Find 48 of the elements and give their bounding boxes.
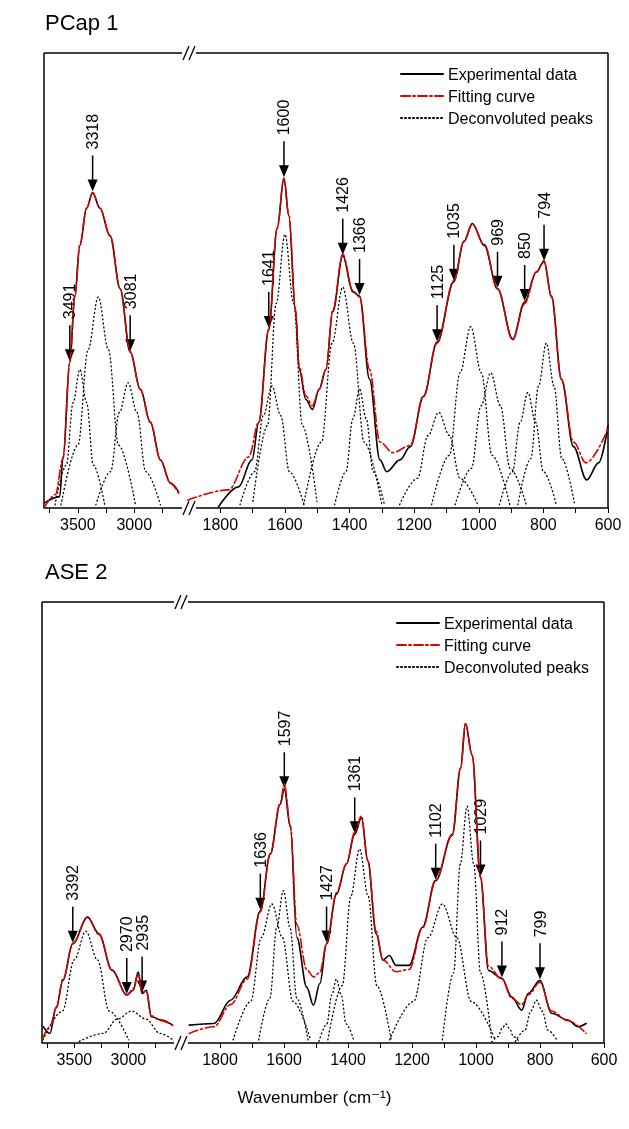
annotation: 799 [531, 910, 549, 938]
x-tick-label: 3500 [60, 515, 96, 533]
x-tick-label: 1800 [202, 515, 239, 533]
x-tick-label: 1000 [460, 515, 497, 533]
annotation: 2935 [133, 914, 151, 951]
x-tick-label: 800 [526, 1050, 554, 1068]
legend-label: Experimental data [448, 65, 578, 83]
legend-label: Fitting curve [444, 636, 532, 654]
chart-title: PCap 1 [45, 9, 119, 35]
annotation: 1426 [334, 177, 352, 213]
annotation: 1361 [346, 755, 364, 792]
legend-label: Fitting curve [448, 87, 536, 105]
annotation: 3392 [64, 864, 82, 901]
annotation: 3081 [121, 273, 139, 310]
x-axis-title: Wavenumber (cm⁻¹) [237, 1088, 392, 1107]
annotation: 1597 [275, 710, 293, 747]
x-tick-label: 1200 [394, 1050, 430, 1068]
legend-label: Deconvoluted peaks [444, 658, 589, 676]
x-tick-label: 1600 [266, 1050, 302, 1068]
x-tick-label: 1600 [267, 515, 303, 533]
annotation: 1636 [251, 832, 269, 868]
annotation: 3318 [84, 113, 102, 150]
annotation: 1366 [351, 217, 369, 253]
annotation: 850 [516, 232, 534, 259]
legend-label: Deconvoluted peaks [448, 109, 593, 127]
annotation: 1102 [427, 803, 445, 838]
annotation: 1600 [275, 99, 293, 136]
x-tick-label: 1200 [396, 515, 433, 533]
annotation: 969 [489, 218, 507, 246]
annotation: 1427 [318, 864, 336, 901]
x-tick-label: 1400 [331, 515, 368, 533]
x-tick-label: 3500 [56, 1050, 93, 1068]
x-tick-label: 1800 [202, 1050, 238, 1068]
x-tick-label: 800 [530, 515, 557, 533]
annotation: 2970 [118, 916, 136, 953]
legend-label: Experimental data [444, 614, 574, 632]
annotation: 794 [535, 191, 553, 219]
annotation: 1035 [445, 203, 463, 239]
annotation: 912 [493, 908, 511, 936]
annotation: 1125 [428, 264, 446, 300]
x-tick-label: 600 [590, 1050, 618, 1068]
x-tick-label: 600 [594, 515, 622, 533]
annotation: 3491 [61, 283, 79, 320]
x-tick-label: 3000 [110, 1050, 147, 1068]
chart-title: ASE 2 [45, 558, 108, 584]
x-tick-label: 1000 [458, 1050, 494, 1068]
x-tick-label: 1400 [330, 1050, 366, 1068]
x-tick-label: 3000 [116, 515, 153, 533]
